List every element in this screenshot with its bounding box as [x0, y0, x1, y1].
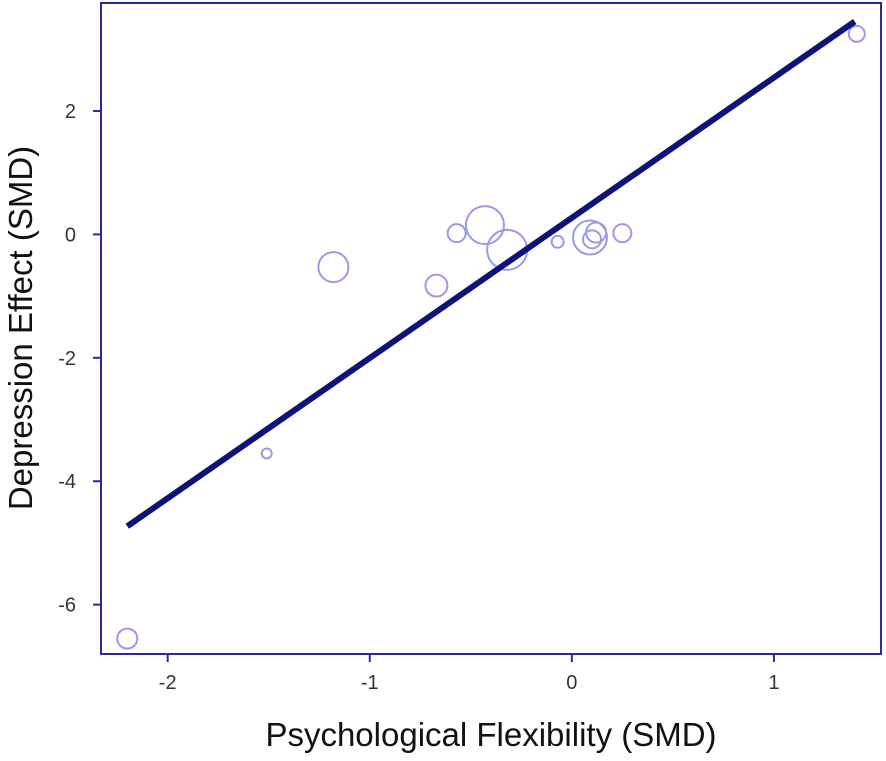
x-axis-ticks: -2 -1 0 1	[159, 654, 779, 694]
plot-frame	[100, 2, 882, 655]
data-point	[550, 234, 565, 249]
data-point	[585, 221, 608, 244]
data-point	[260, 447, 273, 460]
data-point	[612, 223, 633, 244]
x-axis-title: Psychological Flexibility (SMD)	[265, 716, 716, 753]
regression-line	[125, 19, 857, 529]
data-point	[572, 219, 609, 256]
x-tick-label: 0	[566, 672, 577, 694]
y-tick-label: -2	[58, 348, 76, 370]
y-tick-label: 2	[65, 101, 76, 123]
x-tick-label: 1	[768, 672, 779, 694]
y-tick-label: -6	[58, 595, 76, 617]
x-tick-label: -2	[159, 672, 177, 694]
y-axis-ticks: -6 -4 -2 0 2	[58, 101, 101, 617]
data-point	[464, 205, 505, 246]
data-points	[116, 24, 866, 650]
data-point	[582, 229, 603, 250]
y-tick-label: 0	[65, 224, 76, 246]
data-point	[424, 273, 449, 298]
x-tick-label: -1	[361, 672, 379, 694]
data-point	[847, 24, 866, 43]
data-point	[116, 627, 139, 650]
data-point	[446, 223, 467, 244]
y-axis-title: Depression Effect (SMD)	[2, 146, 39, 510]
y-tick-label: -4	[58, 471, 76, 493]
data-point	[317, 251, 350, 284]
